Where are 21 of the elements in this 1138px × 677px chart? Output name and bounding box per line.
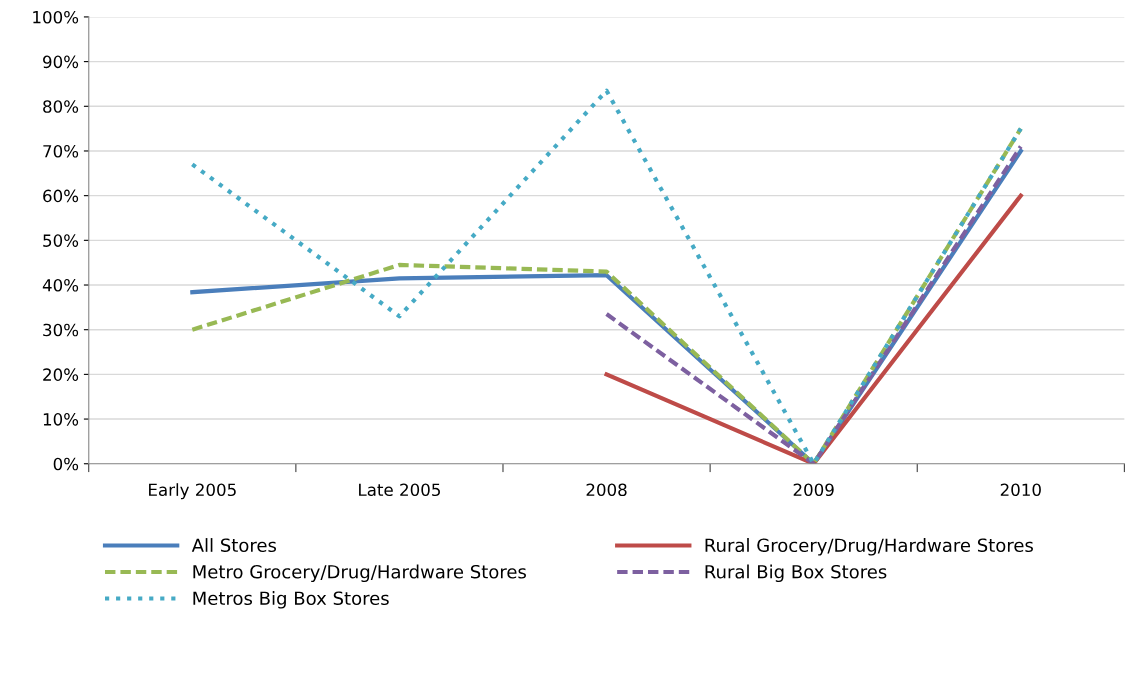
y-tick-label: 80% bbox=[43, 100, 79, 113]
y-tick-label: 20% bbox=[43, 368, 79, 381]
x-tick-label: Early 2005 bbox=[149, 483, 236, 500]
y-tick-label: 100% bbox=[33, 10, 79, 24]
y-tick-label: 30% bbox=[43, 323, 79, 337]
x-tick-label: Late 2005 bbox=[359, 483, 440, 497]
y-tick-label: 50% bbox=[43, 234, 79, 247]
y-tick-label: 60% bbox=[43, 189, 79, 203]
y-tick-label: 90% bbox=[43, 55, 79, 69]
legend-label: Rural Grocery/Drug/Hardware Stores bbox=[705, 538, 1033, 556]
y-tick-label: 0% bbox=[53, 457, 79, 471]
legend-label: Rural Big Box Stores bbox=[705, 564, 887, 583]
y-tick-label: 70% bbox=[43, 144, 79, 158]
x-tick-label: 2010 bbox=[1000, 483, 1041, 497]
legend-label: Metros Big Box Stores bbox=[193, 591, 389, 609]
legend-label: Metro Grocery/Drug/Hardware Stores bbox=[193, 564, 526, 583]
x-tick-label: 2008 bbox=[586, 483, 627, 497]
x-tick-label: 2009 bbox=[793, 483, 834, 497]
y-tick-label: 10% bbox=[43, 413, 79, 426]
legend-label: All Stores bbox=[191, 538, 277, 553]
y-tick-label: 40% bbox=[42, 278, 79, 292]
